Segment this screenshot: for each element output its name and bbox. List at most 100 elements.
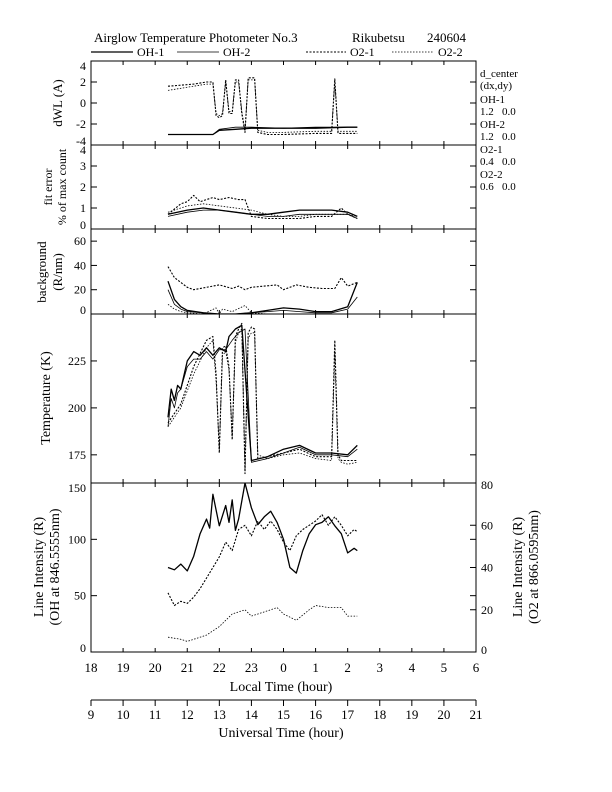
ytick-label: 4 xyxy=(80,59,86,73)
ylabel2-background: (R/nm) xyxy=(50,253,65,291)
series-line-oh1 xyxy=(167,483,358,574)
ut-tick-label: 19 xyxy=(405,707,418,722)
ytick-right-label: 40 xyxy=(481,561,493,575)
local-time-tick-label: 0 xyxy=(280,660,287,675)
panel-frame-dwl xyxy=(90,60,477,146)
local-time-tick-label: 19 xyxy=(117,660,130,675)
xlabel-universal-time: Universal Time (hour) xyxy=(218,726,344,741)
side-info-label-oh2: OH-2 xyxy=(480,119,505,131)
ytick-label: 150 xyxy=(68,481,86,495)
ytick-label: 175 xyxy=(68,448,86,462)
ytick-label: -2 xyxy=(76,117,86,131)
local-time-tick-label: 21 xyxy=(181,660,194,675)
side-info-label-oh1: OH-1 xyxy=(480,94,505,106)
ut-tick-label: 9 xyxy=(88,707,95,722)
ylabel-right2-intensity: (O2 at 866.0595nm) xyxy=(527,510,542,624)
side-info-subtitle: (dx,dy) xyxy=(480,80,512,92)
xlabel-local-time: Local Time (hour) xyxy=(230,680,333,695)
side-info: d_center (dx,dy) OH-1 1.2 0.0 OH-2 1.2 0… xyxy=(480,68,518,193)
ytick-right-label: 80 xyxy=(481,478,493,492)
ytick-label: 0 xyxy=(80,96,86,110)
series-line-oh1 xyxy=(167,207,358,217)
series-line-o21 xyxy=(167,194,358,220)
panel-frame-intensity xyxy=(90,482,477,653)
side-info-label-o22: O2-2 xyxy=(480,169,503,181)
series-line-o22 xyxy=(167,203,358,217)
local-time-tick-label: 18 xyxy=(85,660,98,675)
series-line-oh1 xyxy=(168,126,358,136)
series-line-oh2 xyxy=(167,289,358,314)
ut-tick-label: 13 xyxy=(213,707,226,722)
ut-tick-label: 16 xyxy=(309,707,323,722)
ylabel2-intensity: (OH at 846.5555nm) xyxy=(48,508,63,625)
ut-tick-label: 21 xyxy=(470,707,483,722)
series-line-oh1 xyxy=(167,324,358,462)
local-time-tick-label: 3 xyxy=(377,660,384,675)
series-line-oh2 xyxy=(167,328,358,463)
legend-label-o21: O2-1 xyxy=(350,45,375,59)
ytick-right-label: 60 xyxy=(481,518,493,532)
ytick-label: 3 xyxy=(80,159,86,173)
ytick-label: 1 xyxy=(80,201,86,215)
series-line-o21 xyxy=(167,322,358,475)
ytick-label: 200 xyxy=(68,401,86,415)
series-line-o21 xyxy=(167,266,358,291)
series-line-o22 xyxy=(167,605,358,642)
side-info-value-o21: 0.4 0.0 xyxy=(480,156,516,168)
ut-tick-label: 14 xyxy=(245,707,259,722)
ytick-label: 0 xyxy=(80,218,86,232)
panel-frame-temperature xyxy=(90,313,477,484)
chart-site: Rikubetsu xyxy=(352,30,405,45)
series-line-oh1 xyxy=(167,280,358,314)
local-time-tick-label: 23 xyxy=(245,660,258,675)
ytick-label: 20 xyxy=(74,283,86,297)
ut-tick-label: 18 xyxy=(373,707,386,722)
ylabel-fit-error: fit error xyxy=(41,169,55,206)
chart-date: 240604 xyxy=(427,30,467,45)
ytick-label: 2 xyxy=(80,75,86,89)
ytick-right-label: 20 xyxy=(481,603,493,617)
ytick-label: 4 xyxy=(80,143,86,157)
local-time-tick-label: 22 xyxy=(213,660,226,675)
local-time-tick-label: 2 xyxy=(344,660,351,675)
legend-label-oh1: OH-1 xyxy=(137,45,164,59)
ut-tick-label: 17 xyxy=(341,707,355,722)
local-time-tick-label: 1 xyxy=(312,660,319,675)
series-line-o21 xyxy=(167,77,358,136)
series-line-o21 xyxy=(167,514,358,607)
ytick-label: 0 xyxy=(80,303,86,317)
ytick-label: 225 xyxy=(68,354,86,368)
ylabel-background: background xyxy=(34,241,49,303)
side-info-value-oh1: 1.2 0.0 xyxy=(480,106,516,118)
ylabel-intensity: Line Intensity (R) xyxy=(32,517,47,618)
side-info-value-oh2: 1.2 0.0 xyxy=(480,131,516,143)
ylabel2-fit-error: % of max count xyxy=(55,148,69,225)
legend-label-o22: O2-2 xyxy=(438,45,463,59)
local-time-tick-label: 5 xyxy=(441,660,448,675)
chart-title: Airglow Temperature Photometer No.3 xyxy=(94,30,298,45)
series-line-oh2 xyxy=(168,449,357,463)
ylabel-right-intensity: Line Intensity (R) xyxy=(511,517,526,618)
panel-frames xyxy=(90,60,477,653)
local-time-tick-label: 20 xyxy=(149,660,162,675)
ytick-right-label: 0 xyxy=(481,643,487,657)
ytick-label: 60 xyxy=(74,234,86,248)
local-time-tick-label: 6 xyxy=(473,660,480,675)
panel-frame-background xyxy=(90,228,477,315)
ytick-label: -4 xyxy=(76,134,86,148)
legend: OH-1 OH-2 O2-1 O2-2 xyxy=(91,45,463,59)
ytick-label: 0 xyxy=(80,641,86,655)
ut-tick-label: 11 xyxy=(149,707,162,722)
ytick-label: 40 xyxy=(74,258,86,272)
series-line-o22 xyxy=(167,79,358,133)
series-line-o22 xyxy=(167,303,358,314)
ut-tick-label: 15 xyxy=(277,707,290,722)
series-line-o22 xyxy=(167,328,358,471)
side-info-label-o21: O2-1 xyxy=(480,144,503,156)
side-info-title: d_center xyxy=(480,68,518,80)
side-info-value-o22: 0.6 0.0 xyxy=(480,181,516,193)
ytick-label: 100 xyxy=(68,532,86,546)
legend-label-oh2: OH-2 xyxy=(223,45,250,59)
ut-tick-label: 10 xyxy=(117,707,130,722)
